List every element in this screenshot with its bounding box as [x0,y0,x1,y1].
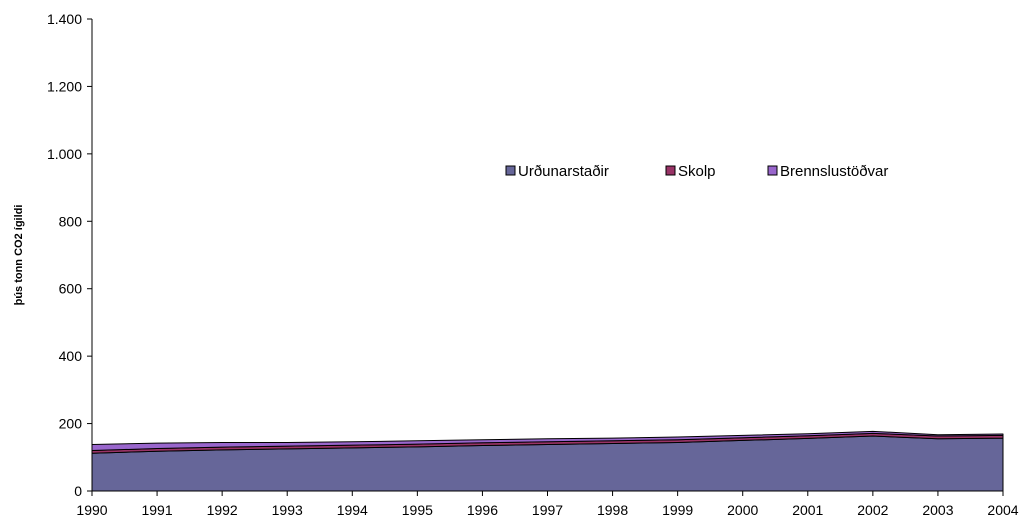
x-tick-label: 1990 [76,502,107,518]
axes-layer: 0 200 400 600 800 1.000 1.200 1.400 1990 1991 1992… [47,11,1019,518]
y-tick-label: 1.000 [47,146,82,162]
legend-label-3: Brennslustöðvar [780,163,888,180]
y-tick-label: 600 [59,281,83,297]
x-tick-label: 1994 [337,502,368,518]
x-tick-label: 1993 [272,502,303,518]
x-tick-label: 1997 [532,502,563,518]
x-tick-label: 1991 [141,502,172,518]
x-tick-label: 2003 [922,502,953,518]
x-tick-label: 2004 [987,502,1018,518]
legend-swatch-3 [767,165,778,176]
y-tick-label: 0 [74,483,82,499]
legend-label-1: Urðunarstaðir [518,163,609,180]
area-series-3 [91,430,1004,452]
x-tick-label: 1996 [467,502,498,518]
x-tick-label: 1995 [402,502,433,518]
x-tick-label: 2000 [727,502,758,518]
legend-swatch-1 [505,165,516,176]
areas-layer [91,430,1004,492]
x-tick-label: 1999 [662,502,693,518]
y-tick-label: 1.400 [47,11,82,27]
x-tick-label: 1998 [597,502,628,518]
legend-swatch-2 [665,165,676,176]
y-tick-label: 1.200 [47,78,82,94]
y-axis-title: þús tonn CO2 ígildi [13,205,25,306]
legend: Urðunarstaðir Skolp Brennslustöðvar [505,163,888,180]
legend-label-2: Skolp [678,163,716,180]
y-tick-label: 400 [59,348,83,364]
y-tick-label: 800 [59,213,83,229]
x-tick-label: 1992 [207,502,238,518]
x-tick-label: 2001 [792,502,823,518]
x-tick-label: 2002 [857,502,888,518]
y-tick-label: 200 [59,416,83,432]
